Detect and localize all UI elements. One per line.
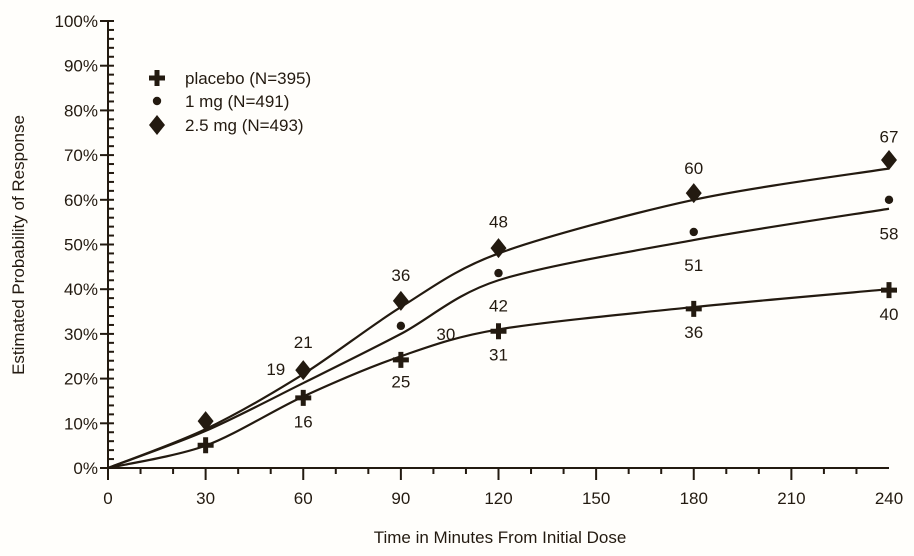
plus-marker <box>295 389 312 406</box>
x-tick-label: 150 <box>582 489 610 508</box>
y-tick-label: 70% <box>64 146 98 165</box>
data-label: 30 <box>436 325 455 344</box>
legend-diamond-marker <box>149 115 165 135</box>
plus-marker <box>392 351 409 368</box>
plus-marker <box>197 437 214 454</box>
y-tick-label: 20% <box>64 370 98 389</box>
legend-dot-icon <box>152 96 162 106</box>
legend-plus-marker <box>149 70 165 86</box>
y-tick-label: 50% <box>64 236 98 255</box>
data-label: 36 <box>391 266 410 285</box>
data-label: 58 <box>880 225 899 244</box>
data-label: 60 <box>684 159 703 178</box>
diamond-marker <box>685 183 702 204</box>
y-tick-label: 80% <box>64 101 98 120</box>
diamond-marker <box>490 238 507 259</box>
x-tick-label: 120 <box>484 489 512 508</box>
x-axis-title: Time in Minutes From Initial Dose <box>374 528 627 547</box>
data-label: 40 <box>880 305 899 324</box>
series-markers <box>197 150 897 454</box>
x-tick-label: 30 <box>196 489 215 508</box>
dot-marker <box>494 268 503 278</box>
x-tick-label: 60 <box>294 489 313 508</box>
data-label: 36 <box>684 323 703 342</box>
x-tick-label: 0 <box>103 489 112 508</box>
legend-label-placebo: placebo (N=395) <box>185 69 311 88</box>
series-line-plus <box>107 288 890 470</box>
y-tick-label: 100% <box>55 12 98 31</box>
legend-item-placebo: placebo (N=395) <box>149 69 311 88</box>
legend-item-1mg: 1 mg (N=491) <box>152 92 289 111</box>
x-tick-label: 180 <box>680 489 708 508</box>
y-tick-label: 0% <box>73 459 98 478</box>
data-label: 42 <box>489 296 508 315</box>
y-tick-label: 90% <box>64 57 98 76</box>
axes: 0% 10% 20% 30% 40% 50% 60% 70% 80% 90% 100% 0 30 60 90… <box>55 12 904 508</box>
data-label: 19 <box>266 360 285 379</box>
y-tick-label: 30% <box>64 325 98 344</box>
data-label: 48 <box>489 212 508 231</box>
dot-marker <box>396 321 406 331</box>
y-axis-title: Estimated Probability of Response <box>9 115 28 375</box>
y-tick-label: 40% <box>64 280 98 299</box>
legend-item-2-5mg: 2.5 mg (N=493) <box>149 115 304 135</box>
diamond-marker <box>197 411 214 432</box>
data-label: 25 <box>391 372 410 391</box>
data-label: 67 <box>880 128 899 147</box>
data-label: 31 <box>489 345 508 364</box>
x-tick-label: 240 <box>875 489 903 508</box>
plus-marker <box>490 323 507 340</box>
diamond-marker <box>392 290 409 311</box>
data-labels: 16 25 31 36 40 19 30 42 51 58 21 36 48 60 67 <box>266 128 898 432</box>
legend-plus-icon <box>149 70 165 86</box>
data-label: 16 <box>294 412 313 431</box>
plus-marker <box>881 282 897 299</box>
plus-marker <box>685 300 702 317</box>
legend-label-2-5mg: 2.5 mg (N=493) <box>185 116 304 135</box>
dot-marker <box>689 227 698 237</box>
x-tick-label: 90 <box>391 489 410 508</box>
data-label: 21 <box>294 333 313 352</box>
diamond-marker <box>881 150 897 171</box>
x-tick-label: 210 <box>777 489 805 508</box>
series-line-diamond <box>107 167 890 470</box>
legend-label-1mg: 1 mg (N=491) <box>185 92 289 111</box>
diamond-marker <box>295 360 312 381</box>
y-tick-label: 10% <box>64 414 98 433</box>
series-line-dot <box>107 207 890 470</box>
y-tick-label: 60% <box>64 191 98 210</box>
legend-dot-marker <box>152 96 162 106</box>
legend: placebo (N=395) 1 mg (N=491) 2.5 mg (N=4… <box>149 69 311 135</box>
legend-diamond-icon <box>149 115 165 135</box>
dot-marker <box>884 195 894 204</box>
data-label: 51 <box>684 256 703 275</box>
